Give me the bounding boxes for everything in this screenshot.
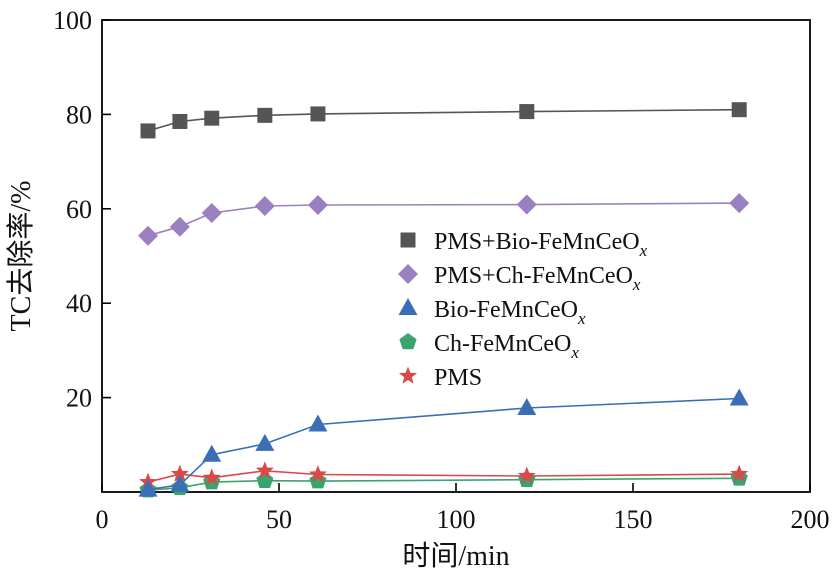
data-point xyxy=(516,194,537,215)
legend-label: PMS xyxy=(434,365,482,391)
legend-label: PMS+Ch-FeMnCeOx xyxy=(434,263,641,294)
y-tick-label: 60 xyxy=(66,195,92,224)
legend-label-subscript: x xyxy=(570,343,579,362)
series-4 xyxy=(139,461,749,490)
data-point xyxy=(517,466,536,484)
data-point xyxy=(204,110,220,126)
y-tick-label: 20 xyxy=(66,384,92,413)
data-point xyxy=(308,414,328,432)
series-1 xyxy=(138,193,750,246)
data-point xyxy=(169,216,190,237)
plot-frame xyxy=(101,19,811,493)
data-point xyxy=(254,195,275,216)
legend-label: Ch-FeMnCeOx xyxy=(434,331,579,362)
series-line xyxy=(147,477,740,491)
legend-label-text: PMS xyxy=(434,365,482,391)
data-point xyxy=(255,433,275,451)
data-point xyxy=(729,193,750,214)
x-tick-label: 150 xyxy=(614,505,653,534)
series-0 xyxy=(140,102,747,139)
data-point xyxy=(138,479,158,497)
legend-marker xyxy=(398,264,418,284)
data-point xyxy=(257,107,273,123)
data-point xyxy=(731,102,747,118)
data-point xyxy=(730,464,749,482)
data-point xyxy=(138,225,159,246)
data-point xyxy=(310,106,326,122)
data-point xyxy=(255,461,274,479)
legend-marker xyxy=(399,366,417,384)
data-point xyxy=(201,203,222,224)
x-tick-label: 50 xyxy=(266,505,292,534)
y-tick-label: 40 xyxy=(66,289,92,318)
data-point xyxy=(307,195,328,216)
series-2 xyxy=(138,388,749,497)
data-point xyxy=(308,465,327,483)
legend-label-text: PMS+Bio-FeMnCeO xyxy=(434,229,640,255)
legend-label: Bio-FeMnCeOx xyxy=(434,297,586,328)
x-tick-label: 200 xyxy=(791,505,830,534)
legend-marker xyxy=(400,232,416,248)
x-tick-label: 0 xyxy=(96,505,109,534)
series-layer xyxy=(138,102,750,498)
data-point xyxy=(519,104,535,120)
data-point xyxy=(517,397,537,415)
data-point xyxy=(172,113,188,129)
legend-label-subscript: x xyxy=(639,241,648,260)
data-point xyxy=(170,464,189,482)
y-tick-label: 80 xyxy=(66,100,92,129)
legend-label-text: PMS+Ch-FeMnCeO xyxy=(434,263,633,289)
legend-marker xyxy=(398,298,418,315)
legend-label-text: Bio-FeMnCeO xyxy=(434,297,578,323)
legend-label-text: Ch-FeMnCeO xyxy=(434,331,571,357)
legend-label-subscript: x xyxy=(577,309,586,328)
y-axis-ticks: 20 40 60 80 100 xyxy=(53,6,111,413)
series-line xyxy=(147,108,740,132)
y-tick-label: 100 xyxy=(53,6,92,35)
legend: PMS+Bio-FeMnCeOxPMS+Ch-FeMnCeOxBio-FeMnC… xyxy=(398,229,648,391)
legend-label: PMS+Bio-FeMnCeOx xyxy=(434,229,648,260)
data-point xyxy=(202,468,221,486)
data-point xyxy=(170,474,190,492)
legend-marker xyxy=(399,333,417,350)
x-axis-ticks: 0 50 100 150 200 xyxy=(96,483,830,534)
data-point xyxy=(729,388,749,406)
data-point xyxy=(202,444,222,462)
legend-label-subscript: x xyxy=(632,275,641,294)
y-axis-title: TC去除率/% xyxy=(5,181,37,332)
data-point xyxy=(140,123,156,139)
x-tick-label: 100 xyxy=(437,505,476,534)
series-3 xyxy=(139,469,748,498)
x-axis-title: 时间/min xyxy=(402,540,509,572)
data-point xyxy=(309,472,327,489)
